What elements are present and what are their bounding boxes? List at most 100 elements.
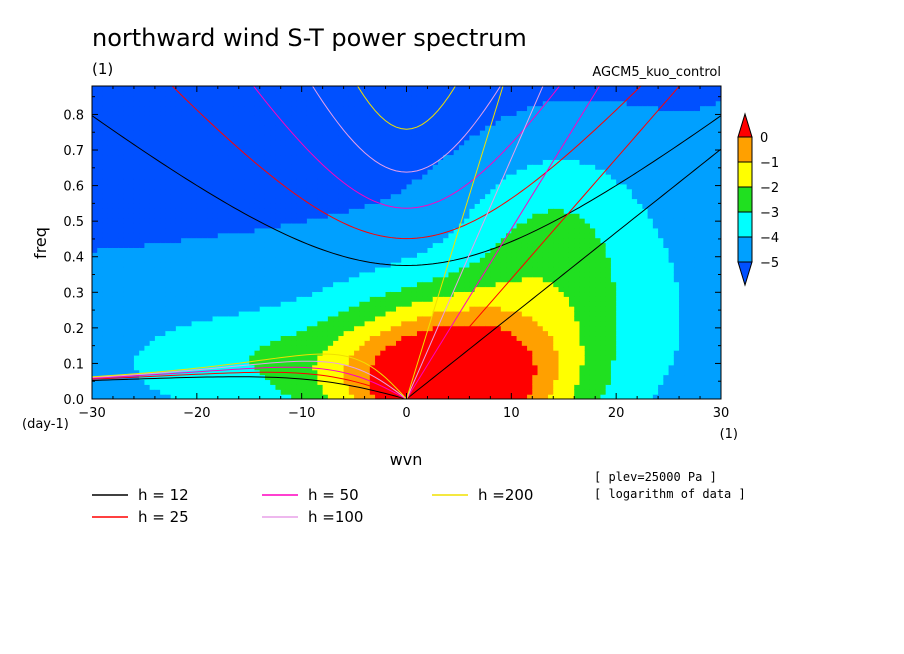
contour-cell <box>369 359 376 366</box>
contour-cell <box>343 193 350 200</box>
contour-cell <box>160 149 166 156</box>
contour-cell <box>416 345 423 351</box>
contour-cell <box>102 296 109 302</box>
chart-title: northward wind S-T power spectrum <box>92 24 527 52</box>
contour-cell <box>228 281 235 288</box>
contour-cell <box>123 325 130 332</box>
contour-cell <box>165 178 172 185</box>
contour-cell <box>312 237 318 244</box>
contour-cell <box>133 257 140 263</box>
contour-cell <box>139 369 146 376</box>
contour-cell <box>175 188 182 195</box>
contour-cell <box>474 306 481 312</box>
contour-cell <box>238 354 245 361</box>
contour-cell <box>437 100 444 107</box>
contour-cell <box>97 286 104 293</box>
contour-cell <box>92 296 98 302</box>
contour-cell <box>369 369 376 376</box>
contour-cell <box>128 237 135 244</box>
contour-cell <box>123 90 130 97</box>
contour-cell <box>259 320 266 327</box>
contour-cell <box>474 252 481 258</box>
contour-cell <box>427 178 434 185</box>
contour-cell <box>411 100 418 107</box>
contour-cell <box>312 369 318 376</box>
contour-cell <box>228 144 235 151</box>
contour-cell <box>175 227 182 234</box>
contour-cell <box>375 247 381 253</box>
contour-cell <box>112 198 119 204</box>
contour-cell <box>207 222 214 229</box>
contour-cell <box>306 100 313 107</box>
contour-cell <box>490 100 497 107</box>
contour-cell <box>254 183 261 190</box>
contour-cell <box>385 237 392 244</box>
contour-cell <box>244 115 250 121</box>
contour-cell <box>380 315 387 322</box>
contour-cell <box>280 232 287 239</box>
contour-cell <box>154 105 161 112</box>
contour-cell <box>322 90 329 97</box>
contour-cell <box>301 359 308 366</box>
contour-cell <box>165 95 172 102</box>
contour-cell <box>396 271 402 278</box>
contour-cell <box>280 222 287 229</box>
contour-cell <box>380 169 387 175</box>
contour-cell <box>301 227 308 234</box>
contour-cell <box>92 183 98 190</box>
contour-cell <box>401 134 408 141</box>
contour-cell <box>207 105 214 112</box>
contour-cell <box>343 252 350 258</box>
contour-cell <box>343 115 350 121</box>
contour-cell <box>448 149 455 156</box>
contour-cell <box>97 105 104 112</box>
contour-cell <box>275 232 282 239</box>
contour-cell <box>144 164 151 170</box>
contour-cell <box>306 262 313 268</box>
contour-cell <box>170 149 177 156</box>
contour-cell <box>458 379 465 385</box>
contour-cell <box>385 213 392 219</box>
contour-cell <box>359 364 366 371</box>
contour-cell <box>453 213 460 219</box>
contour-cell <box>333 203 339 209</box>
contour-cell <box>259 120 266 126</box>
contour-cell <box>375 266 381 273</box>
contour-cell <box>490 213 497 219</box>
contour-cell <box>264 310 271 317</box>
contour-cell <box>144 364 151 371</box>
contour-cell <box>416 384 423 390</box>
contour-cell <box>306 193 313 200</box>
contour-cell <box>112 174 119 180</box>
contour-cell <box>422 237 429 244</box>
contour-cell <box>118 120 125 126</box>
contour-cell <box>406 134 413 141</box>
contour-cell <box>427 286 434 293</box>
contour-cell <box>107 325 114 332</box>
contour-cell <box>443 174 450 180</box>
contour-cell <box>469 178 476 185</box>
contour-cell <box>416 120 423 126</box>
contour-cell <box>322 222 329 229</box>
contour-cell <box>259 154 266 160</box>
contour-cell <box>390 159 397 165</box>
contour-cell <box>432 198 439 204</box>
contour-cell <box>348 291 355 297</box>
contour-cell <box>458 369 465 376</box>
contour-cell <box>338 198 345 204</box>
contour-cell <box>327 364 334 371</box>
contour-cell <box>359 374 366 381</box>
contour-cell <box>275 315 282 322</box>
contour-cell <box>479 105 486 112</box>
contour-cell <box>448 203 455 209</box>
contour-cell <box>333 330 339 337</box>
contour-cell <box>432 188 439 195</box>
contour-cell <box>212 310 219 317</box>
contour-cell <box>406 198 413 204</box>
contour-cell <box>333 271 339 278</box>
contour-cell <box>369 115 376 121</box>
contour-cell <box>422 384 429 390</box>
contour-cell <box>443 330 450 337</box>
contour-cell <box>364 105 371 112</box>
contour-cell <box>354 90 360 97</box>
